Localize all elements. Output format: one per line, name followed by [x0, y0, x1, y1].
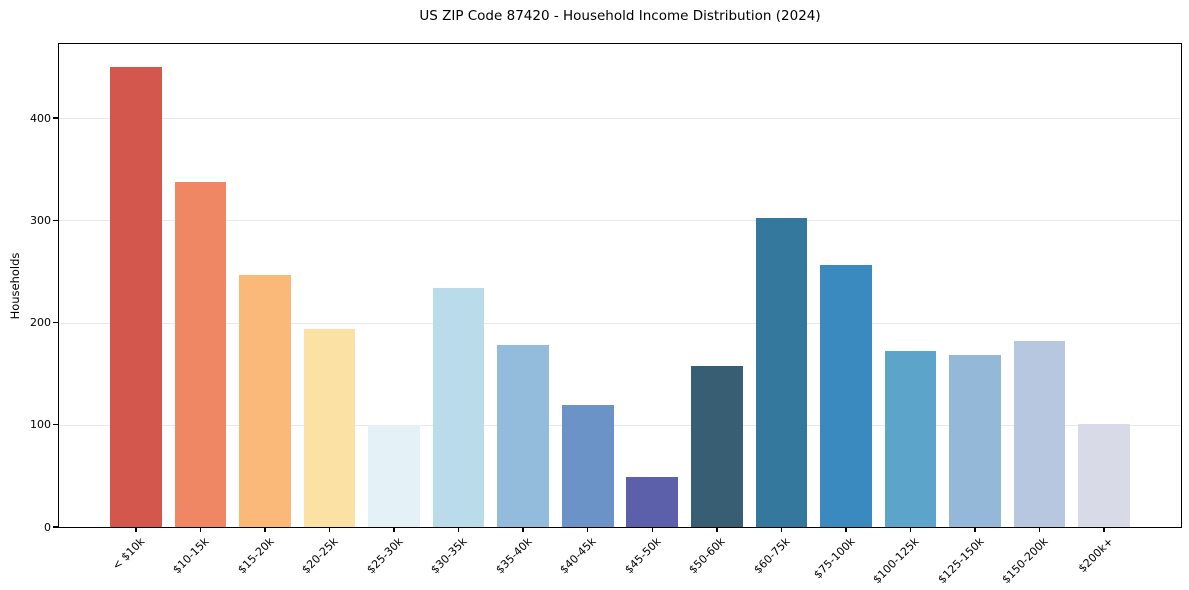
plot-area	[58, 43, 1182, 528]
x-tick	[264, 527, 266, 532]
x-tick	[909, 527, 912, 532]
x-tick	[328, 527, 331, 532]
y-tick	[53, 321, 59, 324]
y-tick-label: 400	[30, 111, 51, 125]
bar	[626, 476, 679, 527]
x-tick	[457, 527, 460, 532]
y-tick-label: 200	[30, 316, 51, 330]
x-tick	[716, 527, 718, 532]
gridline	[59, 322, 1181, 324]
bar	[303, 328, 356, 527]
x-tick	[199, 527, 202, 532]
bar	[691, 365, 743, 527]
x-tick	[845, 527, 847, 532]
gridline	[59, 220, 1181, 222]
y-tick-label: 300	[30, 213, 51, 227]
bar	[755, 218, 808, 527]
bar	[239, 274, 291, 527]
y-tick	[53, 424, 59, 426]
y-tick	[53, 526, 59, 528]
bar	[949, 355, 1001, 527]
gridline	[59, 424, 1181, 426]
y-tick	[53, 117, 59, 119]
x-tick	[522, 527, 524, 532]
x-tick	[1103, 527, 1105, 532]
x-tick	[587, 527, 589, 532]
bar	[1078, 423, 1130, 527]
y-axis-label: Households	[8, 252, 22, 320]
bar	[561, 405, 614, 527]
bar	[174, 181, 227, 527]
chart-title: US ZIP Code 87420 - Household Income Dis…	[419, 8, 821, 24]
x-tick	[974, 527, 976, 532]
x-tick	[1038, 527, 1041, 532]
bar	[110, 67, 162, 527]
bar	[820, 265, 872, 527]
x-tick	[393, 527, 395, 532]
bar	[368, 424, 420, 527]
x-tick	[135, 527, 137, 532]
bar	[432, 287, 485, 527]
x-tick	[651, 527, 653, 532]
gridline	[59, 118, 1181, 120]
bar	[1013, 340, 1066, 527]
y-tick-label: 0	[44, 520, 51, 534]
y-tick	[53, 219, 59, 222]
bar	[497, 345, 549, 527]
bar	[884, 351, 937, 527]
y-tick-label: 100	[30, 418, 51, 432]
x-tick	[780, 527, 783, 532]
